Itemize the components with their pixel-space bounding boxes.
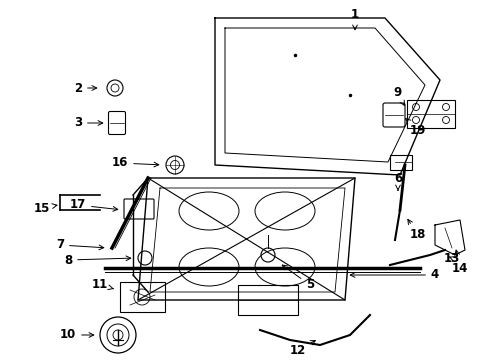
Text: 17: 17 bbox=[70, 198, 118, 211]
Text: 8: 8 bbox=[64, 253, 130, 266]
Text: 9: 9 bbox=[392, 85, 404, 105]
Text: 13: 13 bbox=[443, 252, 459, 265]
Bar bbox=[238, 285, 297, 315]
Bar bbox=[389, 155, 411, 170]
Bar bbox=[120, 282, 164, 312]
Text: 14: 14 bbox=[451, 250, 467, 274]
Text: 4: 4 bbox=[349, 269, 438, 282]
Text: 19: 19 bbox=[405, 118, 426, 136]
Text: 12: 12 bbox=[289, 341, 315, 356]
Text: 10: 10 bbox=[60, 328, 94, 342]
Text: 5: 5 bbox=[282, 265, 313, 292]
Text: 15: 15 bbox=[34, 202, 57, 215]
Text: 3: 3 bbox=[74, 117, 102, 130]
Text: 11: 11 bbox=[92, 279, 113, 292]
Bar bbox=[406, 100, 454, 128]
Text: 1: 1 bbox=[350, 9, 358, 30]
Text: 16: 16 bbox=[112, 157, 159, 170]
Text: 18: 18 bbox=[407, 219, 426, 242]
Text: 2: 2 bbox=[74, 81, 97, 94]
Text: 7: 7 bbox=[56, 238, 103, 252]
Text: 6: 6 bbox=[393, 171, 401, 190]
